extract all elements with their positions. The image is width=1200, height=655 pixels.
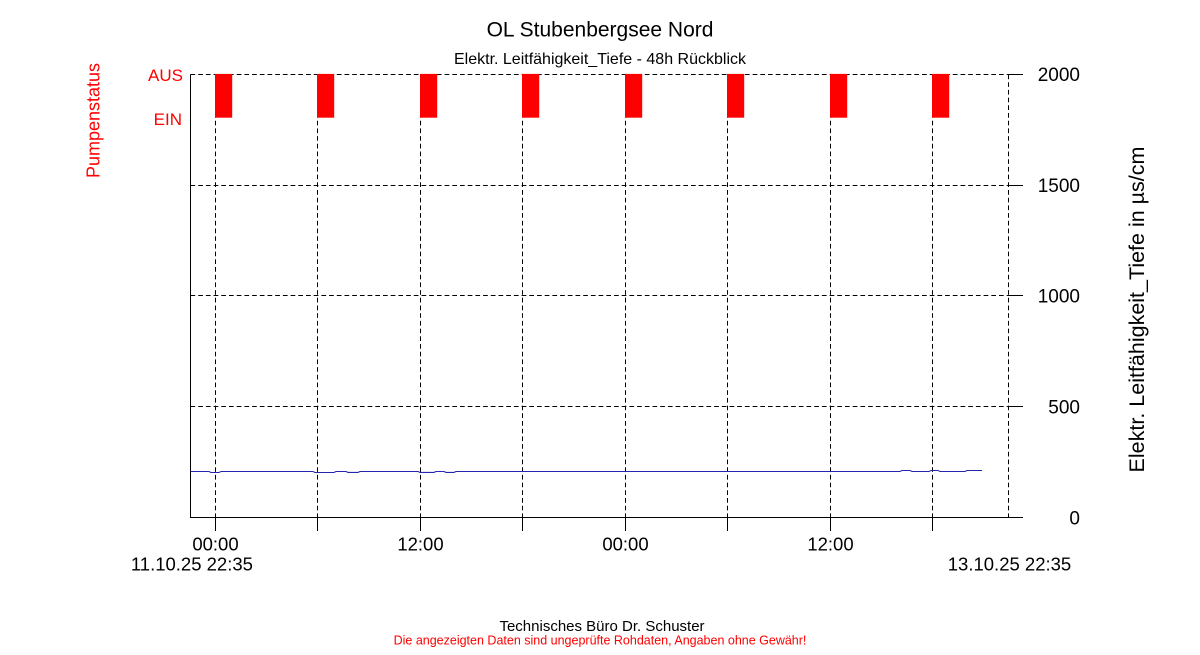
svg-text:2000: 2000 [1038, 65, 1080, 86]
svg-text:AUS: AUS [148, 66, 183, 85]
svg-text:0: 0 [1069, 509, 1080, 530]
svg-text:11.10.25 22:35: 11.10.25 22:35 [131, 554, 253, 575]
svg-text:Technisches Büro Dr. Schuster: Technisches Büro Dr. Schuster [499, 618, 704, 635]
svg-text:12:00: 12:00 [397, 534, 443, 555]
svg-text:12:00: 12:00 [807, 534, 853, 555]
svg-text:Pumpenstatus: Pumpenstatus [84, 63, 104, 178]
svg-text:Elektr. Leitfähigkeit_Tiefe -: Elektr. Leitfähigkeit_Tiefe - 48h Rückbl… [454, 51, 747, 68]
svg-text:1500: 1500 [1038, 176, 1080, 197]
svg-text:13.10.25 22:35: 13.10.25 22:35 [948, 554, 1071, 575]
svg-text:Die angezeigten Daten sind ung: Die angezeigten Daten sind ungeprüfte Ro… [394, 634, 807, 648]
svg-text:00:00: 00:00 [192, 534, 238, 555]
svg-text:00:00: 00:00 [602, 534, 648, 555]
svg-text:500: 500 [1048, 397, 1080, 418]
svg-text:EIN: EIN [154, 110, 182, 129]
svg-text:OL Stubenbergsee Nord: OL Stubenbergsee Nord [487, 19, 714, 42]
svg-text:Elektr. Leitfähigkeit_Tiefe in: Elektr. Leitfähigkeit_Tiefe in µs/cm [1125, 147, 1149, 473]
svg-text:1000: 1000 [1038, 287, 1080, 308]
